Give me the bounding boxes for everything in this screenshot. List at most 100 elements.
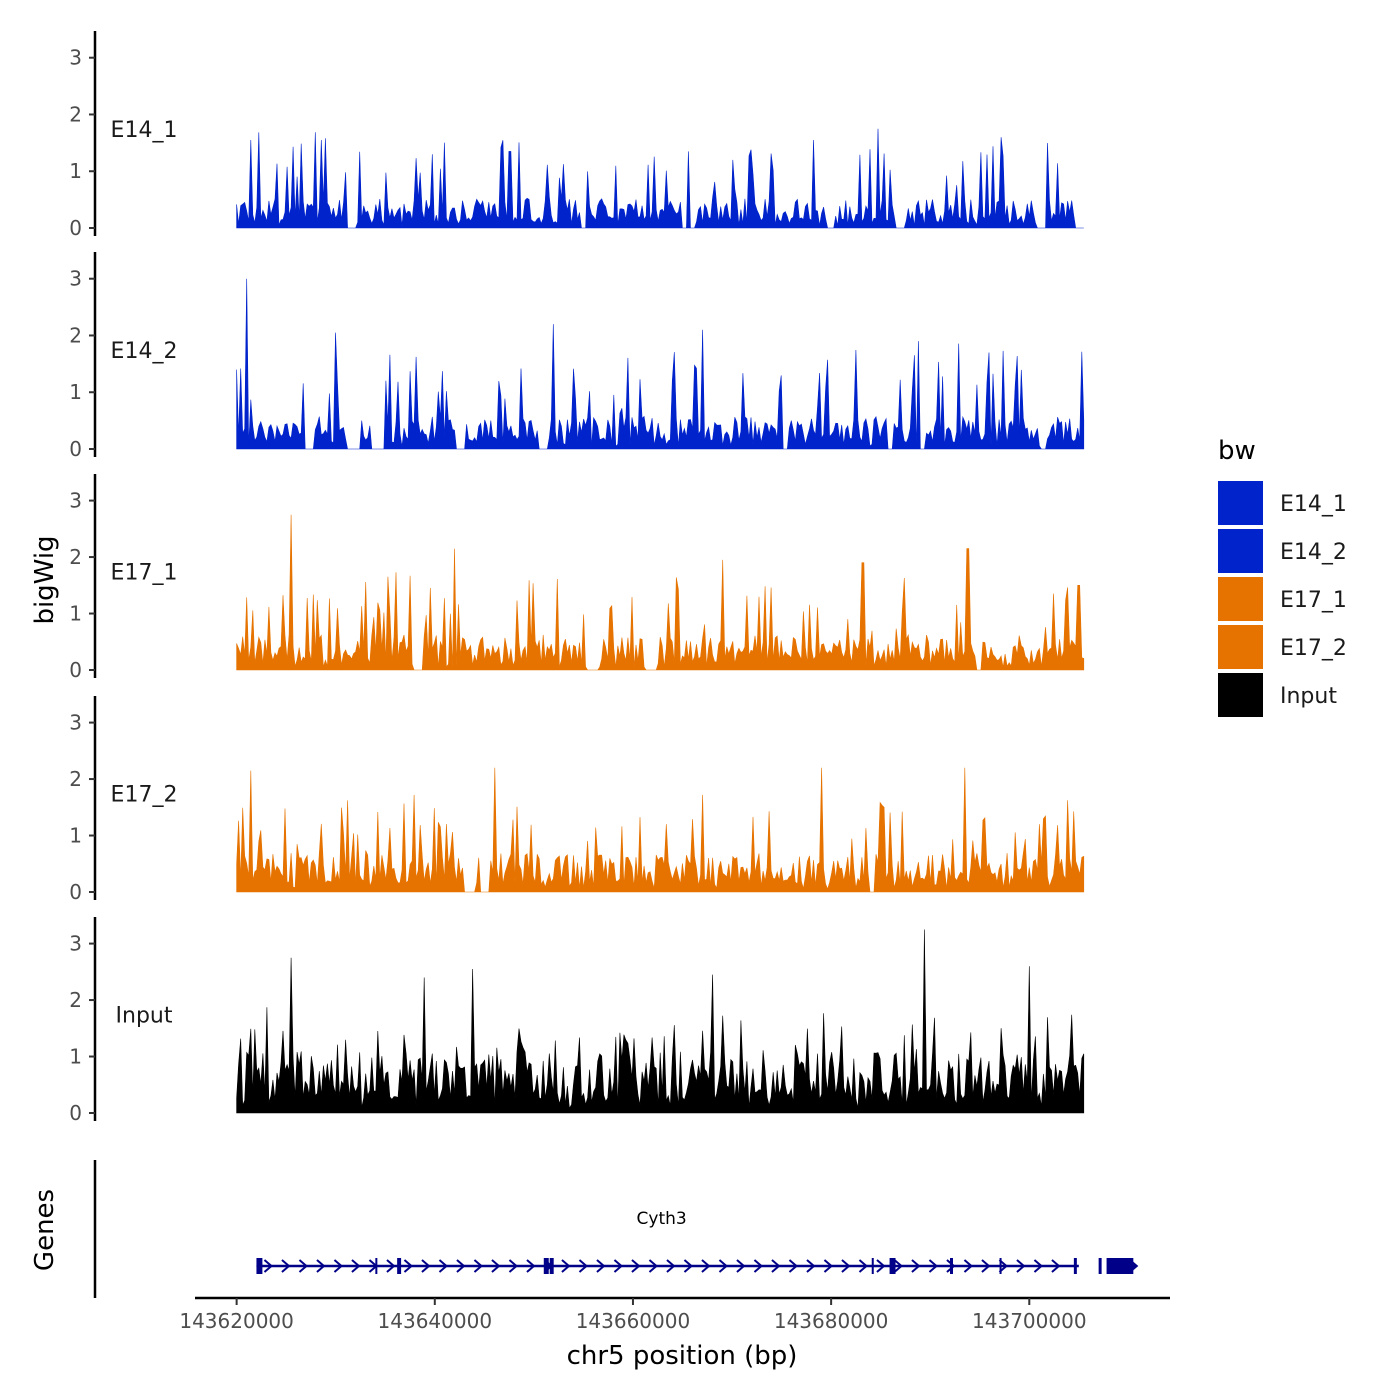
gene-exon [889,1258,896,1274]
y-axis-title: bigWig [30,535,60,624]
legend-key-E17_1 [1218,577,1263,621]
x-tick-label: 143660000 [576,1309,691,1333]
strand-arrow-icon [508,1259,518,1273]
gene-exon [1098,1258,1102,1274]
gene-exon [871,1258,874,1274]
strand-arrow-icon [858,1259,868,1273]
strand-arrow-icon [298,1259,308,1273]
strand-arrow-icon [613,1259,623,1273]
y-tick-label: 2 [69,545,82,569]
strand-arrow-icon [736,1259,746,1273]
track-label: E14_2 [111,339,178,364]
legend-title: bw [1218,436,1256,466]
legend: bw E14_1 E14_2 E17_1 E17_2 Input [1218,436,1347,717]
strand-arrow-icon [596,1259,606,1273]
legend-label-E17_2: E17_2 [1280,636,1347,661]
strand-arrow-icon [666,1259,676,1273]
y-tick-label: 1 [69,159,82,183]
y-tick-label: 1 [69,1045,82,1069]
strand-arrow-icon [578,1259,588,1273]
strand-arrow-icon [928,1259,938,1273]
strand-arrow-icon [823,1259,833,1273]
strand-arrow-icon [491,1259,501,1273]
y-tick-label: 2 [69,323,82,347]
strand-arrow-icon [561,1259,571,1273]
legend-label-E14_1: E14_1 [1280,492,1347,517]
strand-arrow-icon [648,1259,658,1273]
strand-arrow-icon [526,1259,536,1273]
x-tick-label: 143700000 [972,1309,1087,1333]
y-tick-label: 3 [69,711,82,735]
y-tick-label: 0 [69,216,82,240]
strand-arrow-icon [1016,1259,1026,1273]
strand-arrow-icon [316,1259,326,1273]
y-tick-label: 1 [69,602,82,626]
legend-key-E14_1 [1218,481,1263,525]
strand-arrow-icon [788,1259,798,1273]
strand-arrow-icon [421,1259,431,1273]
gene-exon [1073,1258,1077,1274]
track-E17_1: 0 1 2 3 E17_1 [69,474,1085,682]
x-tick-label: 143640000 [378,1309,493,1333]
legend-label-Input: Input [1280,684,1337,709]
legend-key-E14_2 [1218,529,1263,573]
strand-arrow-icon [946,1259,956,1273]
strand-arrow-icon [841,1259,851,1273]
strand-arrow-icon [963,1259,973,1273]
y-tick-label: 1 [69,824,82,848]
strand-arrow-icon [456,1259,466,1273]
y-tick-label: 3 [69,932,82,956]
strand-arrow-icon [281,1259,291,1273]
y-tick-label: 0 [69,437,82,461]
gene-end-arrow-icon [1131,1260,1139,1272]
gene-exon [543,1258,549,1274]
track-E17_2: 0 1 2 3 E17_2 [69,696,1085,904]
gene-exon [1106,1258,1134,1274]
strand-arrow-icon [438,1259,448,1273]
x-axis: 143620000 143640000 143660000 143680000 1437… [179,1296,1170,1333]
signal-area-E14_1 [236,128,1084,229]
gene-exon [549,1258,554,1274]
strand-arrow-icon [981,1259,991,1273]
x-axis-title: chr5 position (bp) [567,1341,798,1371]
track-label: E14_1 [111,118,178,143]
legend-label-E14_2: E14_2 [1280,540,1347,565]
strand-arrow-icon [701,1259,711,1273]
legend-key-Input [1218,673,1263,717]
gene-exon [397,1258,402,1274]
signal-area-E17_1 [236,514,1085,671]
signal-area-E17_2 [236,767,1085,893]
track-label: E17_1 [111,561,178,586]
legend-key-E17_2 [1218,625,1263,669]
x-tick-label: 143620000 [179,1309,294,1333]
strand-arrow-icon [263,1259,273,1273]
strand-arrow-icon [753,1259,763,1273]
strand-arrow-icon [876,1259,886,1273]
track-Input: 0 1 2 3 Input [69,917,1085,1125]
strand-arrow-icon [771,1259,781,1273]
strand-arrow-icon [1051,1259,1061,1273]
gene-exon [375,1258,378,1274]
legend-label-E17_1: E17_1 [1280,588,1347,613]
y-tick-label: 1 [69,380,82,404]
strand-arrow-icon [911,1259,921,1273]
strand-arrow-icon [806,1259,816,1273]
y-tick-label: 0 [69,1101,82,1125]
strand-arrow-icon [473,1259,483,1273]
strand-arrow-icon [333,1259,343,1273]
track-label: E17_2 [111,783,178,808]
strand-arrow-icon [718,1259,728,1273]
track-label: Input [116,1004,173,1029]
gene-panel-title: Genes [30,1189,60,1271]
strand-arrow-icon [998,1259,1008,1273]
strand-arrow-icon [386,1259,396,1273]
gene-panel: Cyth3 [93,1160,1139,1298]
track-E14_2: 0 1 2 3 E14_2 [69,252,1085,461]
gene-exon [950,1258,953,1274]
strand-arrow-icon [893,1259,903,1273]
y-tick-label: 2 [69,767,82,791]
y-tick-label: 2 [69,988,82,1012]
y-tick-label: 0 [69,658,82,682]
strand-arrow-icon [631,1259,641,1273]
y-tick-label: 0 [69,880,82,904]
